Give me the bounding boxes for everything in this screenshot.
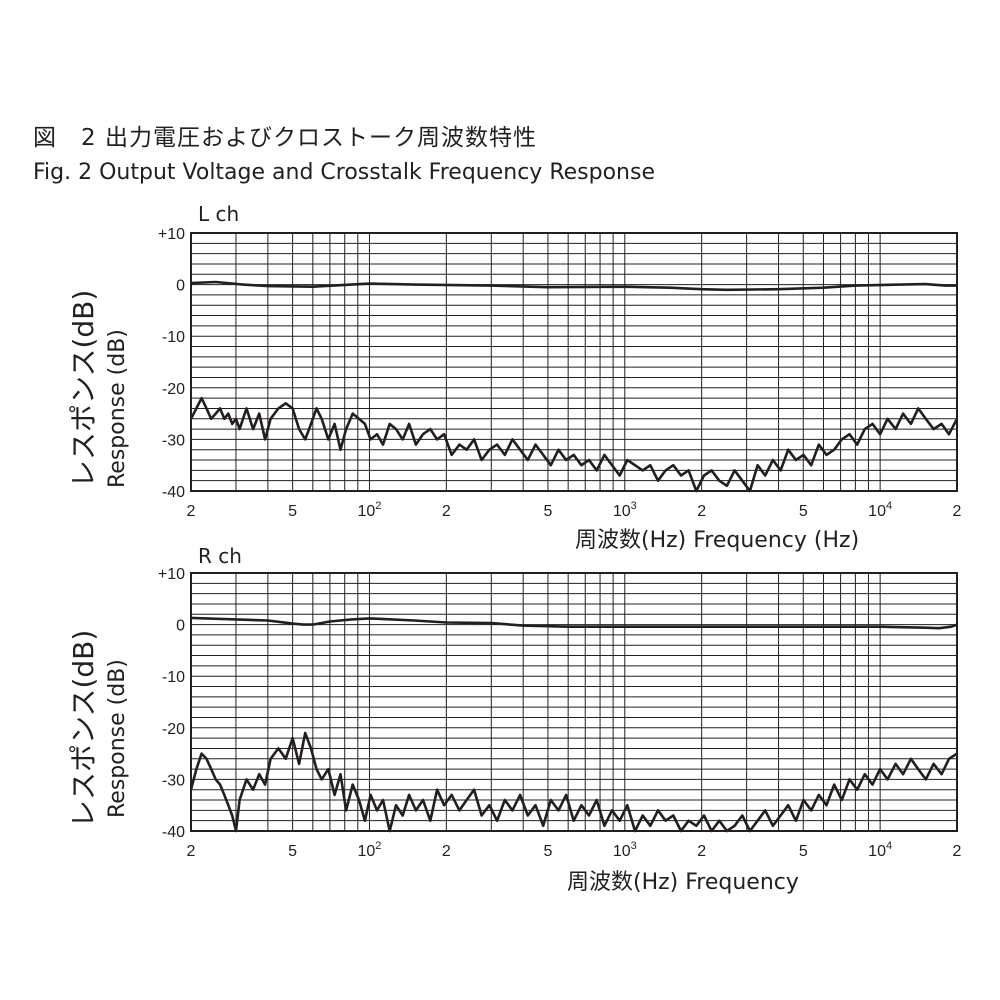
x-tick-label: 5 xyxy=(799,503,808,520)
y-tick-label: -40 xyxy=(162,484,185,501)
x-tick-label: 104 xyxy=(868,500,892,520)
x-tick-label: 5 xyxy=(799,843,808,860)
x-tick-exponent: 2 xyxy=(375,500,381,512)
plot-frame xyxy=(190,572,958,832)
y-tick-label: -10 xyxy=(162,669,185,686)
x-tick-label: 2 xyxy=(187,503,196,520)
plot-frame xyxy=(190,232,958,492)
figure-subtitle: Fig. 2 Output Voltage and Crosstalk Freq… xyxy=(33,160,655,185)
y-tick-label: 0 xyxy=(176,618,185,635)
y-tick-label: -20 xyxy=(162,381,185,398)
x-axis-label: 周波数(Hz) Frequency (Hz) xyxy=(575,528,860,553)
x-tick-label: 2 xyxy=(442,843,451,860)
x-tick-exponent: 2 xyxy=(375,840,381,852)
channel-label: R ch xyxy=(198,544,242,568)
x-tick-label: 5 xyxy=(288,503,297,520)
x-tick-exponent: 4 xyxy=(886,500,892,512)
y-tick-label: +10 xyxy=(158,566,185,583)
x-tick-label: 2 xyxy=(697,843,706,860)
x-tick-exponent: 3 xyxy=(631,840,637,852)
x-tick-label: 2 xyxy=(953,843,962,860)
x-tick-label: 102 xyxy=(358,840,382,860)
y-tick-label: -30 xyxy=(162,772,185,789)
x-tick-label: 2 xyxy=(953,503,962,520)
crosstalk-line xyxy=(189,731,958,833)
x-tick-label: 5 xyxy=(288,843,297,860)
y-tick-label: -40 xyxy=(162,824,185,841)
chart-r-svg: +100-10-20-30-402 5 102 2 5 103 2 5 104 2 xyxy=(158,566,962,860)
x-tick-label: 103 xyxy=(613,500,637,520)
y-tick-label: -10 xyxy=(162,329,185,346)
output-response-line xyxy=(190,616,958,630)
x-tick-label: 2 xyxy=(697,503,706,520)
chart-l-svg: +100-10-20-30-402 5 102 2 5 103 2 5 104 2 xyxy=(158,226,962,520)
x-tick-label: 5 xyxy=(543,843,552,860)
y-tick-label: -20 xyxy=(162,721,185,738)
x-axis-label: 周波数(Hz) Frequency xyxy=(567,870,799,895)
y-tick-label: 0 xyxy=(176,278,185,295)
output-response-line xyxy=(190,280,957,292)
x-tick-label: 104 xyxy=(868,840,892,860)
y-tick-label: +10 xyxy=(158,226,185,243)
x-tick-exponent: 3 xyxy=(631,500,637,512)
figure-title: 図 2 出力電圧およびクロストーク周波数特性 xyxy=(33,125,537,151)
channel-label: L ch xyxy=(198,202,240,226)
x-tick-label: 5 xyxy=(543,503,552,520)
x-tick-label: 2 xyxy=(187,843,196,860)
crosstalk-line xyxy=(189,396,959,493)
x-tick-label: 103 xyxy=(613,840,637,860)
y-tick-label: -30 xyxy=(162,432,185,449)
chart-panel-l: L ch レスポンス(dB) Response (dB) +10 0 -10 -20-… xyxy=(0,198,1000,553)
x-tick-exponent: 4 xyxy=(886,840,892,852)
chart-panel-r: R ch レスポンス(dB) Response (dB) +10 0 -10 -20-… xyxy=(0,538,1000,895)
x-tick-label: 2 xyxy=(442,503,451,520)
x-tick-label: 102 xyxy=(358,500,382,520)
